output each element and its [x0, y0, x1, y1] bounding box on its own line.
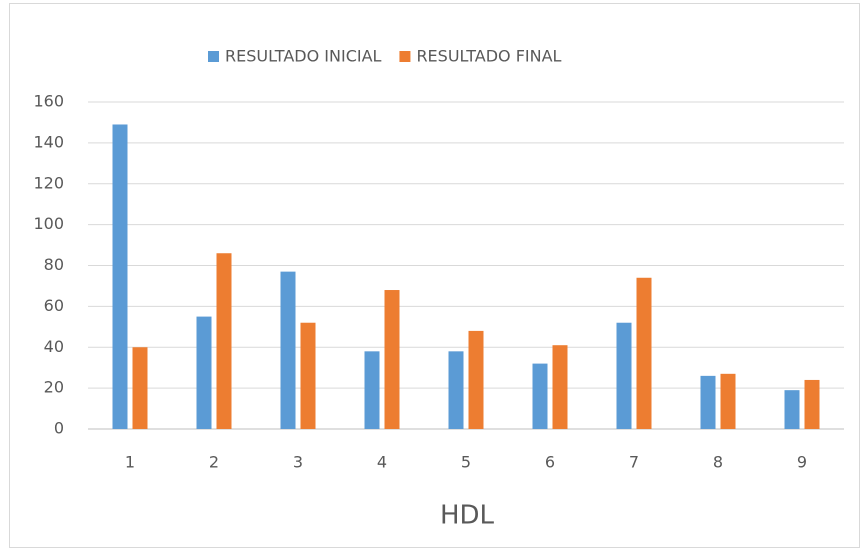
legend-swatch — [399, 51, 411, 62]
bar — [300, 322, 316, 429]
x-tick-label: 6 — [545, 453, 555, 472]
bar — [364, 351, 380, 429]
y-tick-label: 80 — [44, 255, 64, 274]
y-tick-label: 40 — [44, 337, 64, 356]
x-axis-title: HDL — [440, 501, 495, 531]
y-tick-label: 140 — [33, 132, 64, 151]
x-tick-label: 9 — [797, 453, 807, 472]
bar — [616, 322, 632, 429]
y-tick-label: 120 — [33, 173, 64, 192]
bar — [196, 316, 212, 429]
x-tick-label: 8 — [713, 453, 723, 472]
bar — [384, 290, 400, 429]
bar — [532, 363, 548, 429]
legend-swatch — [208, 51, 219, 62]
y-tick-label: 60 — [44, 296, 64, 315]
y-tick-label: 0 — [54, 419, 64, 438]
bar — [784, 390, 800, 429]
x-tick-label: 5 — [461, 453, 471, 472]
bar — [552, 345, 568, 429]
bar — [132, 347, 148, 429]
x-tick-label: 1 — [125, 453, 135, 472]
bar — [636, 277, 652, 429]
bar — [468, 330, 484, 429]
y-tick-label: 160 — [33, 92, 64, 111]
bar — [720, 373, 736, 429]
bar — [700, 375, 716, 429]
bar — [448, 351, 464, 429]
x-tick-label: 3 — [293, 453, 303, 472]
y-tick-label: 100 — [33, 214, 64, 233]
bar — [280, 271, 296, 429]
x-tick-label: 7 — [629, 453, 639, 472]
legend-label: RESULTADO FINAL — [416, 47, 561, 66]
bar — [804, 379, 820, 429]
bar — [216, 253, 232, 429]
bar — [112, 124, 128, 429]
chart-border — [9, 3, 860, 548]
x-tick-label: 2 — [209, 453, 219, 472]
x-tick-label: 4 — [377, 453, 387, 472]
y-tick-label: 20 — [44, 378, 64, 397]
legend-label: RESULTADO INICIAL — [225, 47, 382, 66]
